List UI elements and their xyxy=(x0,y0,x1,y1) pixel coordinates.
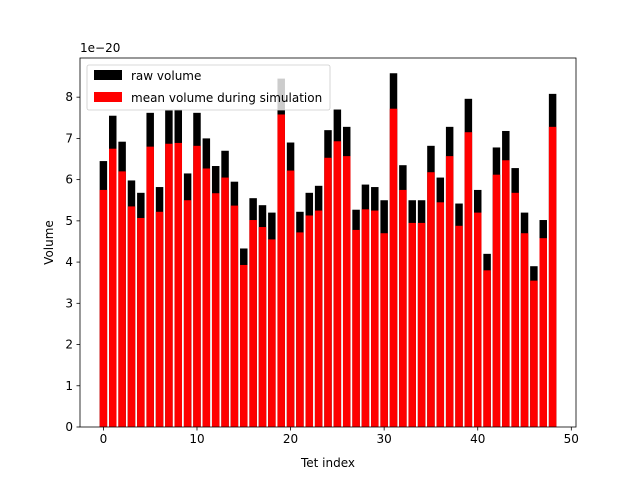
bar-mean-17 xyxy=(258,227,267,427)
bar-mean-30 xyxy=(380,233,388,427)
bars-layer xyxy=(99,73,557,428)
x-axis-label: Tet index xyxy=(300,456,355,470)
y-tick-label: 2 xyxy=(65,338,73,352)
legend: raw volume mean volume during simulation xyxy=(86,64,331,111)
bar-mean-34 xyxy=(417,222,426,427)
bar-mean-23 xyxy=(314,210,323,427)
y-tick-label: 5 xyxy=(65,214,73,228)
x-tick-label: 20 xyxy=(283,432,298,446)
bar-mean-42 xyxy=(492,174,501,427)
y-tick-label: 3 xyxy=(65,296,73,310)
y-axis-label: Volume xyxy=(42,220,56,265)
bar-mean-10 xyxy=(193,145,201,427)
x-axis: 0 10 20 30 40 50 xyxy=(100,427,579,446)
bar-mean-1 xyxy=(109,148,117,427)
x-tick-label: 30 xyxy=(377,432,392,446)
y-tick-label: 6 xyxy=(65,173,73,187)
plot-frame xyxy=(79,57,577,428)
bar-mean-11 xyxy=(202,168,211,428)
bar-mean-40 xyxy=(473,212,482,427)
y-offset-label: 1e−20 xyxy=(80,41,120,55)
legend-label-mean-volume: mean volume during simulation xyxy=(131,91,322,105)
bar-mean-16 xyxy=(249,220,257,427)
bar-mean-21 xyxy=(296,232,304,427)
bar-mean-2 xyxy=(118,171,126,427)
bar-mean-6 xyxy=(155,211,164,427)
bar-mean-36 xyxy=(436,202,445,427)
bar-mean-28 xyxy=(361,209,370,427)
bar-mean-14 xyxy=(230,205,239,427)
bar-mean-8 xyxy=(174,142,183,428)
x-tick-label: 10 xyxy=(189,432,204,446)
x-tick-label: 50 xyxy=(564,432,579,446)
bar-mean-20 xyxy=(286,170,295,428)
y-axis: 0 1 2 3 4 5 6 7 8 xyxy=(65,90,80,434)
y-tick-label: 1 xyxy=(65,379,73,393)
legend-swatch-mean-volume xyxy=(94,92,122,102)
legend-label-raw-volume: raw volume xyxy=(131,69,201,83)
bar-mean-29 xyxy=(371,210,379,427)
x-tick-label: 40 xyxy=(470,432,485,446)
bar-mean-44 xyxy=(511,192,519,427)
bar-mean-38 xyxy=(455,225,463,427)
bar-mean-27 xyxy=(352,229,360,427)
y-tick-label: 8 xyxy=(65,90,73,104)
bar-mean-4 xyxy=(137,217,145,427)
bar-mean-0 xyxy=(99,189,108,427)
bar-mean-43 xyxy=(502,160,510,427)
bar-mean-9 xyxy=(183,200,192,427)
bar-mean-32 xyxy=(399,189,407,427)
y-tick-label: 7 xyxy=(65,131,73,145)
bar-mean-13 xyxy=(221,177,229,427)
bar-mean-31 xyxy=(389,108,398,427)
bar-mean-47 xyxy=(539,238,547,427)
y-tick-label: 0 xyxy=(65,420,73,434)
bar-mean-48 xyxy=(548,126,557,428)
bar-mean-37 xyxy=(445,156,454,428)
bar-mean-39 xyxy=(464,132,473,428)
bar-mean-19 xyxy=(277,114,285,427)
bar-mean-3 xyxy=(127,206,136,427)
y-tick-label: 4 xyxy=(65,255,73,269)
bar-mean-25 xyxy=(333,141,342,427)
bar-mean-18 xyxy=(268,239,276,427)
bar-mean-45 xyxy=(520,233,529,427)
bar-mean-15 xyxy=(240,264,248,427)
bar-mean-26 xyxy=(342,156,351,428)
legend-box xyxy=(86,64,331,111)
bar-mean-46 xyxy=(530,280,538,427)
legend-swatch-raw-volume xyxy=(94,70,122,80)
bar-mean-22 xyxy=(305,215,314,427)
bar-mean-35 xyxy=(427,172,435,427)
bar-mean-5 xyxy=(146,146,154,427)
bar-mean-12 xyxy=(211,193,220,427)
x-tick-label: 0 xyxy=(100,432,108,446)
bar-mean-7 xyxy=(165,143,173,428)
bar-mean-33 xyxy=(408,222,416,427)
bar-mean-41 xyxy=(483,270,491,427)
bar-mean-24 xyxy=(324,157,332,428)
